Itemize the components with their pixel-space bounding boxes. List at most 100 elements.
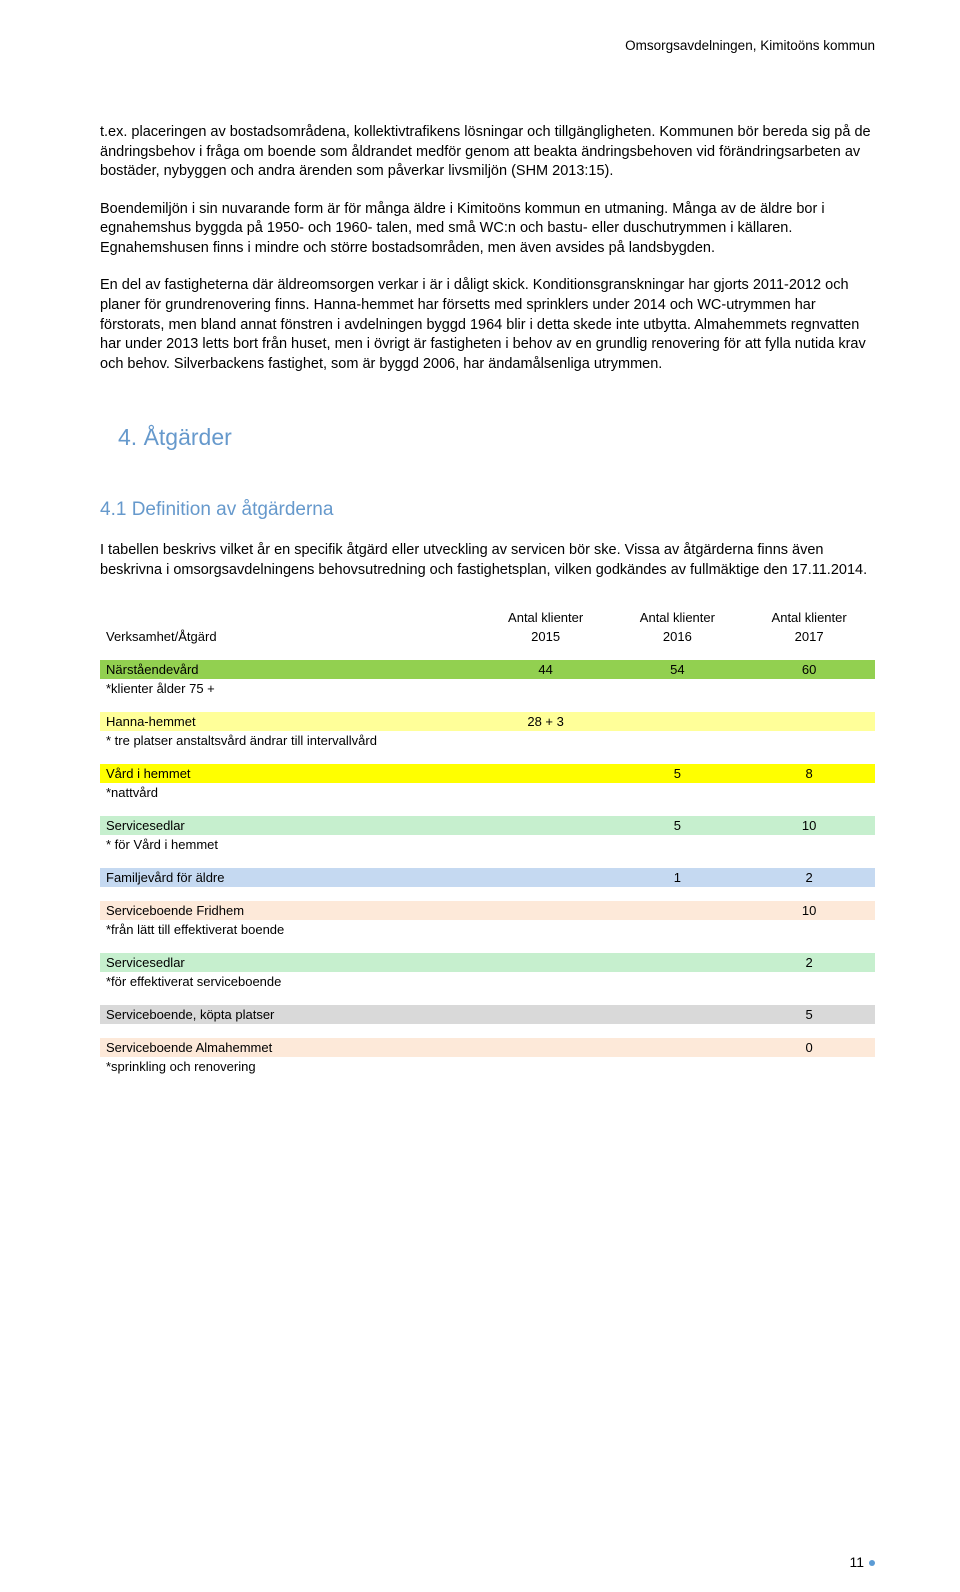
row-value bbox=[612, 835, 744, 854]
row-value: 28 + 3 bbox=[480, 712, 612, 731]
row-label: Familjevård för äldre bbox=[100, 868, 480, 887]
table-row bbox=[100, 1024, 875, 1038]
heading-4-1: 4.1 Definition av åtgärderna bbox=[100, 499, 875, 521]
table-row: Hanna-hemmet28 + 3 bbox=[100, 712, 875, 731]
row-value: 54 bbox=[612, 660, 744, 679]
spacer-cell bbox=[100, 698, 875, 712]
row-value bbox=[480, 835, 612, 854]
row-value bbox=[612, 1005, 744, 1024]
table-row bbox=[100, 802, 875, 816]
para-1: t.ex. placeringen av bostadsområdena, ko… bbox=[100, 123, 875, 182]
page-number: 11 bbox=[849, 1554, 875, 1570]
page-container: Omsorgsavdelningen, Kimitoöns kommun t.e… bbox=[0, 0, 960, 1592]
row-value: 2 bbox=[743, 953, 875, 972]
table-head-bot: Verksamhet/Åtgärd 2015 2016 2017 bbox=[100, 627, 875, 646]
row-value bbox=[612, 783, 744, 802]
row-value bbox=[480, 679, 612, 698]
row-value bbox=[480, 764, 612, 783]
row-value bbox=[480, 731, 612, 750]
table-row: *sprinkling och renovering bbox=[100, 1057, 875, 1076]
row-value bbox=[612, 901, 744, 920]
table-row: Vård i hemmet58 bbox=[100, 764, 875, 783]
table-row: *från lätt till effektiverat boende bbox=[100, 920, 875, 939]
actions-table: Antal klienter Antal klienter Antal klie… bbox=[100, 608, 875, 1076]
row-value: 10 bbox=[743, 816, 875, 835]
row-value: 1 bbox=[612, 868, 744, 887]
page-header: Omsorgsavdelningen, Kimitoöns kommun bbox=[100, 38, 875, 53]
row-value bbox=[612, 1038, 744, 1057]
table-head-top: Antal klienter Antal klienter Antal klie… bbox=[100, 608, 875, 627]
spacer-cell bbox=[100, 802, 875, 816]
row-value: 44 bbox=[480, 660, 612, 679]
row-value bbox=[743, 1057, 875, 1076]
row-value bbox=[743, 679, 875, 698]
spacer-cell bbox=[100, 1024, 875, 1038]
table-row bbox=[100, 854, 875, 868]
spacer-row bbox=[100, 646, 875, 660]
row-value bbox=[480, 816, 612, 835]
table-row: Servicesedlar 510 bbox=[100, 816, 875, 835]
row-value: 8 bbox=[743, 764, 875, 783]
row-label: * för Vård i hemmet bbox=[100, 835, 480, 854]
table-row: Serviceboende Fridhem 10 bbox=[100, 901, 875, 920]
row-value bbox=[480, 783, 612, 802]
col-1-top: Antal klienter bbox=[480, 608, 612, 627]
row-value: 5 bbox=[612, 816, 744, 835]
row-value bbox=[612, 920, 744, 939]
page-number-text: 11 bbox=[849, 1554, 864, 1570]
row-label: Närståendevård bbox=[100, 660, 480, 679]
table-row: Serviceboende, köpta platser 5 bbox=[100, 1005, 875, 1024]
row-value bbox=[743, 920, 875, 939]
col-0-top bbox=[100, 608, 480, 627]
table-row: * tre platser anstaltsvård ändrar till i… bbox=[100, 731, 875, 750]
row-value: 5 bbox=[612, 764, 744, 783]
row-value bbox=[480, 972, 612, 991]
row-value bbox=[612, 731, 744, 750]
spacer-cell bbox=[100, 887, 875, 901]
row-label: *klienter ålder 75 + bbox=[100, 679, 480, 698]
row-value bbox=[480, 953, 612, 972]
col-1-bot: 2015 bbox=[480, 627, 612, 646]
row-value bbox=[743, 731, 875, 750]
heading-4: 4. Åtgärder bbox=[100, 414, 370, 461]
table-row: *för effektiverat serviceboende bbox=[100, 972, 875, 991]
row-value bbox=[612, 972, 744, 991]
row-value bbox=[480, 920, 612, 939]
table-row: Närståendevård445460 bbox=[100, 660, 875, 679]
row-label: * tre platser anstaltsvård ändrar till i… bbox=[100, 731, 480, 750]
table-row bbox=[100, 939, 875, 953]
spacer-cell bbox=[100, 854, 875, 868]
row-value: 0 bbox=[743, 1038, 875, 1057]
para-2: Boendemiljön i sin nuvarande form är för… bbox=[100, 200, 875, 259]
spacer-cell bbox=[100, 750, 875, 764]
table-row: *klienter ålder 75 + bbox=[100, 679, 875, 698]
row-value bbox=[480, 1038, 612, 1057]
para-3: En del av fastigheterna där äldreomsorge… bbox=[100, 276, 875, 374]
row-label: Serviceboende, köpta platser bbox=[100, 1005, 480, 1024]
spacer-cell bbox=[100, 991, 875, 1005]
row-value: 5 bbox=[743, 1005, 875, 1024]
col-3-bot: 2017 bbox=[743, 627, 875, 646]
row-label: *för effektiverat serviceboende bbox=[100, 972, 480, 991]
row-value bbox=[743, 972, 875, 991]
page-dot-icon bbox=[869, 1560, 875, 1566]
row-value bbox=[612, 1057, 744, 1076]
col-0: Verksamhet/Åtgärd bbox=[100, 627, 480, 646]
table-row bbox=[100, 991, 875, 1005]
row-label: *nattvård bbox=[100, 783, 480, 802]
row-value bbox=[612, 712, 744, 731]
para-4-1: I tabellen beskrivs vilket år en specifi… bbox=[100, 541, 875, 580]
row-label: Servicesedlar bbox=[100, 816, 480, 835]
table-body: Antal klienter Antal klienter Antal klie… bbox=[100, 608, 875, 1076]
table-row bbox=[100, 698, 875, 712]
row-label: Serviceboende Fridhem bbox=[100, 901, 480, 920]
row-value bbox=[480, 1005, 612, 1024]
row-value bbox=[480, 868, 612, 887]
row-value bbox=[743, 835, 875, 854]
row-value bbox=[743, 712, 875, 731]
row-value bbox=[612, 679, 744, 698]
row-value bbox=[480, 1057, 612, 1076]
row-value: 10 bbox=[743, 901, 875, 920]
row-label: *sprinkling och renovering bbox=[100, 1057, 480, 1076]
row-label: Servicesedlar bbox=[100, 953, 480, 972]
